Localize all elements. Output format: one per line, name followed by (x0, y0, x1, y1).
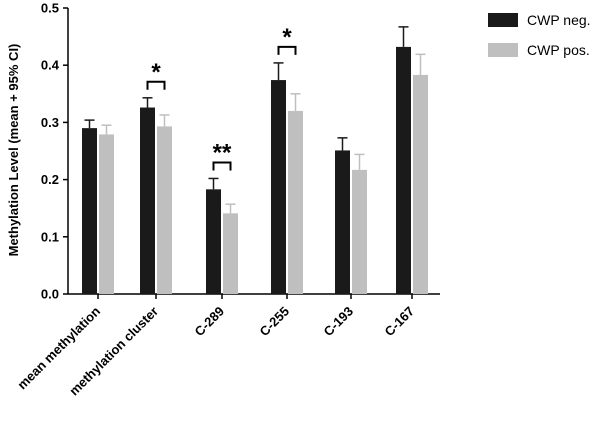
x-tick-label: C-193 (320, 304, 356, 340)
legend-label: CWP neg. (527, 12, 591, 28)
y-tick-label: 0.4 (41, 58, 60, 73)
y-axis-title: Methylation Level (mean + 95% CI) (6, 44, 21, 257)
bar (396, 46, 411, 295)
x-tick-label: C-167 (381, 304, 417, 340)
y-tick-label: 0.3 (41, 115, 59, 130)
x-tick-label: C-289 (191, 304, 227, 340)
legend-swatch (488, 13, 518, 27)
significance-bracket (277, 45, 297, 55)
legend: CWP neg. CWP pos. (488, 12, 591, 58)
y-axis-title-group: Methylation Level (mean + 95% CI) (6, 44, 21, 257)
bar (223, 213, 238, 294)
bar (352, 169, 367, 294)
x-tick-label: C-255 (256, 304, 292, 340)
legend-swatch (488, 43, 518, 57)
y-tick-label: 0.0 (41, 287, 59, 302)
y-tick-label: 0.5 (41, 1, 59, 16)
bar (157, 126, 172, 295)
significance-marker: * (151, 59, 161, 86)
bar (99, 134, 114, 294)
bar (413, 74, 428, 294)
significance-marker: * (282, 24, 292, 51)
significance-bracket (146, 80, 166, 90)
bar (206, 189, 221, 294)
significance-bracket (212, 161, 232, 171)
bar (335, 150, 350, 294)
y-tick-label: 0.2 (41, 172, 59, 187)
bar (82, 128, 97, 294)
significance-marker: ** (213, 139, 232, 166)
bar (288, 110, 303, 295)
bar (271, 80, 286, 295)
bar (140, 107, 155, 294)
legend-label: CWP pos. (527, 42, 590, 58)
y-tick-label: 0.1 (41, 229, 59, 244)
